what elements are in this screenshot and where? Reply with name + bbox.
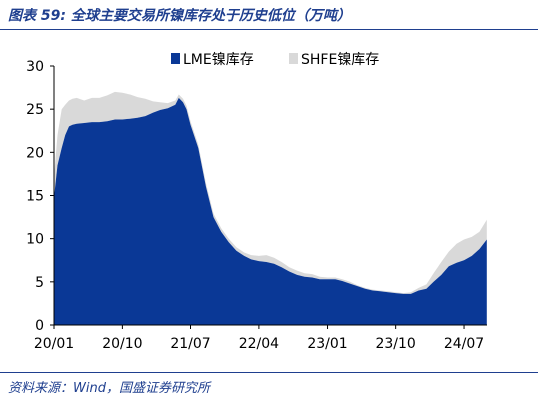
legend-swatch (171, 53, 180, 64)
y-tick-label: 30 (26, 59, 44, 75)
x-tick-label: 21/07 (170, 336, 210, 352)
plot-area (54, 91, 487, 326)
x-tick-label: 23/01 (307, 336, 347, 352)
x-tick-label: 20/10 (102, 336, 142, 352)
y-tick-label: 15 (26, 189, 44, 205)
series-area-lme (54, 97, 487, 326)
chart-header: 图表 59: 全球主要交易所镍库存处于历史低位（万吨） (0, 0, 538, 30)
y-tick-label: 10 (26, 232, 44, 248)
x-tick-label: 23/10 (375, 336, 415, 352)
x-ticks: 20/01 20/10 21/07 22/04 23/01 23/10 24/07 (34, 325, 484, 352)
chart-title: 图表 59: 全球主要交易所镍库存处于历史低位（万吨） (8, 8, 351, 24)
y-ticks: 0 5 10 15 20 25 30 (26, 59, 54, 334)
y-tick-label: 5 (35, 275, 44, 291)
x-tick-label: 24/07 (444, 336, 484, 352)
x-tick-label: 20/01 (34, 336, 74, 352)
legend-swatch (289, 53, 298, 64)
legend: LME镍库存 SHFE镍库存 (171, 52, 379, 68)
y-tick-label: 25 (26, 102, 44, 118)
legend-label: LME镍库存 (183, 52, 254, 68)
y-tick-label: 0 (35, 318, 44, 334)
source-note: 资料来源：Wind，国盛证券研究所 (8, 381, 210, 396)
series-area-shfe (54, 91, 487, 294)
chart-footer: 资料来源：Wind，国盛证券研究所 (0, 372, 538, 410)
y-tick-label: 20 (26, 145, 44, 161)
legend-label: SHFE镍库存 (301, 52, 379, 68)
x-tick-label: 22/04 (239, 336, 279, 352)
